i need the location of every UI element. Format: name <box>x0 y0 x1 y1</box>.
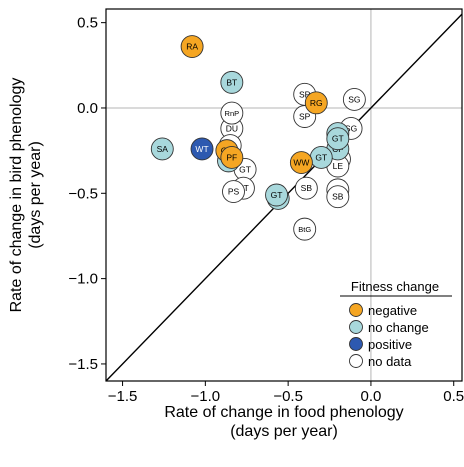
legend-swatch <box>349 337 363 351</box>
point-marker <box>293 217 317 241</box>
legend-label: no change <box>368 320 429 335</box>
data-point: SB <box>294 176 318 200</box>
data-point: GT <box>265 183 288 207</box>
y-axis-label: Rate of change in bird phenology <box>8 78 25 313</box>
y-tick-label: 0.0 <box>77 100 98 117</box>
data-point: SB <box>326 185 350 209</box>
x-tick-label: 0.0 <box>361 388 382 405</box>
point-marker <box>180 35 204 58</box>
data-point: GT <box>309 146 333 169</box>
data-point: RG <box>304 91 328 115</box>
point-marker <box>190 137 214 161</box>
legend: Fitness change negative no change positive n… <box>340 279 452 369</box>
point-label: RA <box>186 42 198 52</box>
x-tick-label: −1.0 <box>191 388 221 405</box>
point-label: RG <box>310 98 323 108</box>
point-label: SB <box>332 192 344 202</box>
point-marker <box>220 101 244 125</box>
legend-title: Fitness change <box>351 279 439 294</box>
point-label: PF <box>226 152 237 162</box>
legend-item: no data <box>349 354 412 369</box>
data-point: PS <box>222 180 245 204</box>
point-marker <box>289 151 313 175</box>
point-label: GT <box>315 152 327 162</box>
point-marker <box>220 146 244 169</box>
point-label: WW <box>293 158 309 168</box>
point-marker <box>220 70 244 94</box>
point-label: SP <box>299 112 311 122</box>
point-label: SP <box>299 89 311 99</box>
point-marker <box>304 91 328 115</box>
legend-item: no change <box>349 320 429 335</box>
plot-frame <box>105 8 463 382</box>
y-tick-label: 0.5 <box>77 15 98 32</box>
data-point: GT <box>326 127 350 151</box>
point-marker <box>222 180 245 204</box>
point-label: GT <box>271 190 283 200</box>
point-label: WT <box>195 144 208 154</box>
point-label: SG <box>348 94 360 104</box>
legend-label: positive <box>368 337 412 352</box>
point-label: SG <box>345 123 357 133</box>
point-label: GT <box>332 134 344 144</box>
point-label: DU <box>226 123 238 133</box>
legend-swatch <box>349 303 363 317</box>
x-axis-label: Rate of change in food phenology <box>164 404 403 421</box>
x-axis-label: (days per year) <box>230 423 338 440</box>
point-label: LE <box>333 161 344 171</box>
point-label: SB <box>301 183 313 193</box>
legend-label: negative <box>368 303 417 318</box>
point-label: RnP <box>225 109 240 118</box>
legend-item: negative <box>349 303 417 318</box>
x-tick-label: −0.5 <box>273 388 303 405</box>
data-point: RnP <box>220 101 244 125</box>
data-point: BT <box>220 70 244 94</box>
legend-swatch <box>349 354 363 368</box>
point-label: SA <box>157 144 169 154</box>
axes: −1.5 −1.0 −0.5 0.0 0.5 −1.5 −1.0 −0.5 0.0 0.5 Rate… <box>8 15 464 440</box>
data-points: SBSBSBBtGSPSPSGSGSSSSLECFGTGTGTRGWWGTGTG… <box>150 35 366 241</box>
point-marker <box>342 87 366 111</box>
y-tick-label: −0.5 <box>68 185 98 202</box>
point-marker <box>326 185 350 209</box>
y-tick-label: −1.0 <box>68 271 98 288</box>
y-axis-label: (days per year) <box>27 141 44 249</box>
data-point: BtG <box>293 217 317 241</box>
point-marker <box>265 183 288 207</box>
point-label: BT <box>226 77 237 87</box>
legend-label: no data <box>368 354 412 369</box>
data-point: WT <box>190 137 214 161</box>
legend-item: positive <box>349 337 412 352</box>
y-tick-label: −1.5 <box>68 356 98 373</box>
x-tick-label: −1.5 <box>108 388 138 405</box>
x-tick-label: 0.5 <box>443 388 464 405</box>
data-point: PF <box>220 146 244 169</box>
data-point: SG <box>342 87 366 111</box>
point-marker <box>150 137 174 161</box>
data-point: SA <box>150 137 174 161</box>
point-label: BtG <box>298 225 311 234</box>
point-marker <box>294 176 318 200</box>
data-point: RA <box>180 35 204 58</box>
data-point: WW <box>289 151 313 175</box>
point-label: PS <box>228 187 240 197</box>
point-marker <box>326 127 350 151</box>
point-label: GT <box>239 164 251 174</box>
legend-swatch <box>349 320 363 334</box>
